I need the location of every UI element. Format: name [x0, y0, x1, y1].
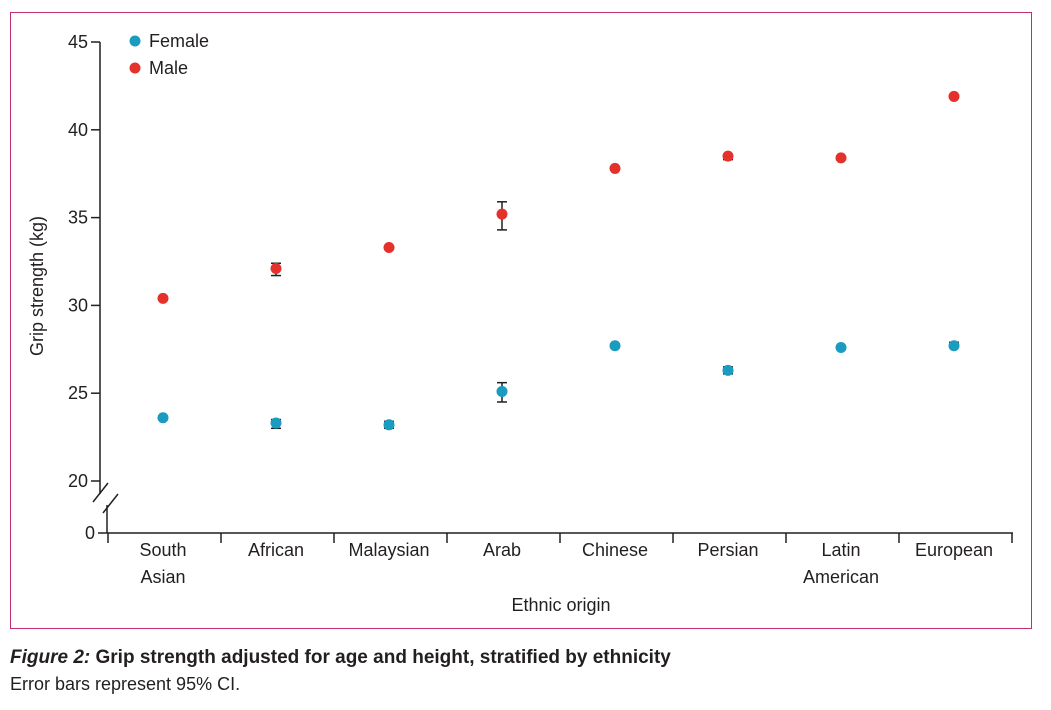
caption-note: Error bars represent 95% CI.: [10, 674, 241, 694]
legend-label-male: Male: [149, 58, 188, 78]
x-tick-label: European: [915, 540, 993, 560]
y-tick-label: 20: [68, 471, 88, 491]
legend-marker-male: [129, 62, 141, 74]
x-tick-label: Latin: [821, 540, 860, 560]
data-point-female: [948, 340, 960, 352]
data-point-female: [270, 417, 282, 429]
x-tick-label: Arab: [483, 540, 521, 560]
axis-break-mark-upper: [92, 482, 109, 503]
data-point-male: [722, 150, 734, 162]
data-point-male: [270, 263, 282, 275]
y-tick-label: 25: [68, 383, 88, 403]
data-point-female: [609, 340, 621, 352]
y-tick-label: 0: [85, 523, 95, 543]
x-tick-label: African: [248, 540, 304, 560]
x-tick-label: Persian: [697, 540, 758, 560]
legend-marker-female: [129, 35, 141, 47]
x-tick-label: South: [139, 540, 186, 560]
data-point-male: [383, 241, 395, 253]
axes: [91, 41, 1013, 543]
y-tick-label: 30: [68, 295, 88, 315]
data-point-male: [157, 292, 169, 304]
data-points: [157, 90, 960, 431]
data-point-male: [496, 208, 508, 220]
error-bars: [158, 93, 959, 430]
legend: Female Male: [129, 31, 209, 78]
figure-caption: Figure 2: Grip strength adjusted for age…: [10, 645, 1040, 697]
data-point-male: [948, 90, 960, 102]
tick-labels: 0 20 25 30 35 40 45 South Asian African Malaysian A…: [68, 32, 993, 587]
x-tick-label: Chinese: [582, 540, 648, 560]
x-axis-title: Ethnic origin: [511, 595, 610, 615]
legend-label-female: Female: [149, 31, 209, 51]
caption-title: Grip strength adjusted for age and heigh…: [90, 647, 671, 668]
data-point-male: [835, 152, 847, 164]
y-tick-label: 35: [68, 208, 88, 228]
caption-figure-label: Figure 2:: [10, 647, 91, 668]
data-point-female: [383, 419, 395, 431]
y-axis-title: Grip strength (kg): [27, 216, 47, 356]
x-tick-label: American: [803, 567, 879, 587]
y-tick-label: 40: [68, 120, 88, 140]
data-point-female: [157, 412, 169, 424]
grip-strength-chart: 0 20 25 30 35 40 45 South Asian African Malaysian A…: [27, 31, 1013, 615]
axis-break-mark-lower: [102, 493, 119, 514]
caption-title-line: Figure 2: Grip strength adjusted for age…: [10, 645, 1040, 671]
x-tick-label: Asian: [140, 567, 185, 587]
figure-frame: [10, 12, 1032, 629]
x-tick-label: Malaysian: [348, 540, 429, 560]
data-point-female: [496, 385, 508, 397]
data-point-female: [722, 364, 734, 376]
data-point-male: [609, 162, 621, 174]
data-point-female: [835, 342, 847, 354]
y-tick-label: 45: [68, 32, 88, 52]
